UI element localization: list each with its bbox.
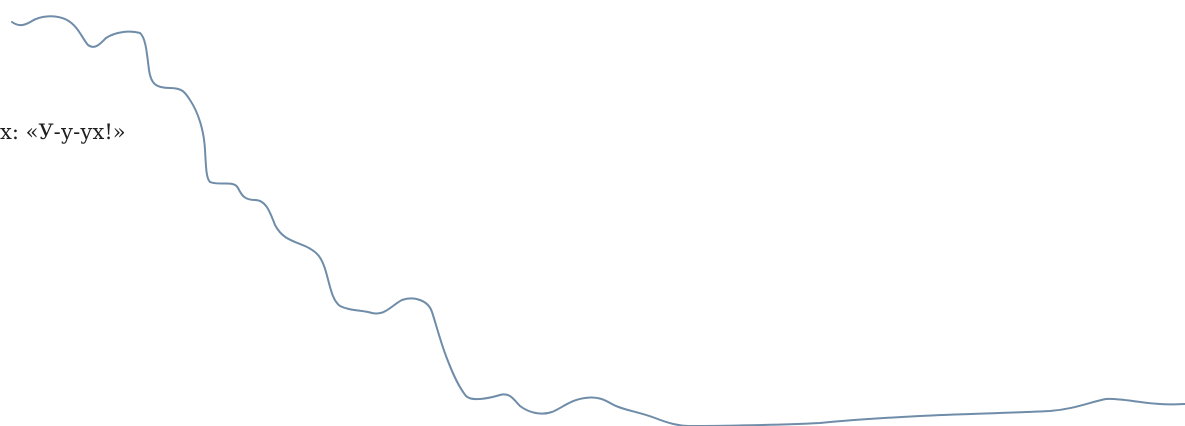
wavy-line xyxy=(11,15,1185,426)
quote-fragment: х: «У-у-ух!» xyxy=(0,120,126,144)
